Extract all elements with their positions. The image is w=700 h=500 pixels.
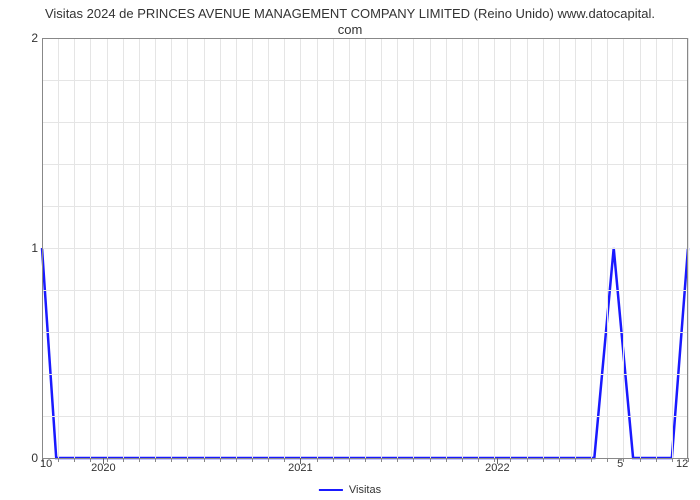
x-minor-tick: [252, 458, 253, 462]
grid-line-vertical: [446, 38, 447, 458]
x-minor-tick: [527, 458, 528, 462]
x-major-tick: [300, 458, 301, 464]
grid-line-vertical: [171, 38, 172, 458]
x-minor-tick: [139, 458, 140, 462]
grid-line-vertical: [349, 38, 350, 458]
grid-line-vertical: [640, 38, 641, 458]
grid-line-vertical: [365, 38, 366, 458]
grid-line-vertical: [107, 38, 108, 458]
x-minor-tick: [446, 458, 447, 462]
chart-title: Visitas 2024 de PRINCES AVENUE MANAGEMEN…: [0, 0, 700, 39]
x-minor-tick: [155, 458, 156, 462]
grid-line-vertical: [284, 38, 285, 458]
grid-line-vertical: [510, 38, 511, 458]
grid-line-vertical: [430, 38, 431, 458]
x-minor-tick: [559, 458, 560, 462]
x-major-tick: [103, 458, 104, 464]
axis-border: [687, 38, 688, 458]
x-minor-tick: [591, 458, 592, 462]
x-minor-tick: [510, 458, 511, 462]
x-minor-tick: [575, 458, 576, 462]
chart-container: Visitas 2024 de PRINCES AVENUE MANAGEMEN…: [0, 0, 700, 500]
x-minor-tick: [349, 458, 350, 462]
grid-line-vertical: [139, 38, 140, 458]
x-minor-tick: [123, 458, 124, 462]
grid-line-vertical: [559, 38, 560, 458]
x-minor-tick: [171, 458, 172, 462]
grid-line-vertical: [656, 38, 657, 458]
y-tick-label: 2: [8, 31, 38, 45]
plot-area: [42, 38, 688, 458]
grid-line-vertical: [317, 38, 318, 458]
grid-line-vertical: [252, 38, 253, 458]
x-minor-tick: [607, 458, 608, 462]
x-boundary-start: 10: [40, 458, 52, 470]
grid-line-vertical: [397, 38, 398, 458]
grid-line-vertical: [155, 38, 156, 458]
x-minor-tick: [623, 458, 624, 462]
x-minor-tick: [672, 458, 673, 462]
x-minor-tick: [543, 458, 544, 462]
axis-border: [42, 38, 43, 458]
legend: Visitas: [319, 484, 381, 496]
x-boundary-end: 12: [676, 458, 688, 470]
x-minor-tick: [365, 458, 366, 462]
x-minor-tick: [74, 458, 75, 462]
grid-line-vertical: [623, 38, 624, 458]
title-line1: Visitas 2024 de PRINCES AVENUE MANAGEMEN…: [45, 6, 655, 21]
grid-line-vertical: [413, 38, 414, 458]
grid-line-vertical: [527, 38, 528, 458]
legend-swatch: [319, 489, 343, 491]
grid-line-vertical: [74, 38, 75, 458]
grid-line-vertical: [58, 38, 59, 458]
x-minor-tick: [187, 458, 188, 462]
grid-line-vertical: [607, 38, 608, 458]
grid-line-vertical: [381, 38, 382, 458]
grid-line-vertical: [204, 38, 205, 458]
x-minor-tick: [284, 458, 285, 462]
x-major-tick: [497, 458, 498, 464]
grid-line-vertical: [333, 38, 334, 458]
x-minor-tick: [397, 458, 398, 462]
grid-line-vertical: [462, 38, 463, 458]
grid-line-vertical: [591, 38, 592, 458]
x-minor-tick: [430, 458, 431, 462]
x-minor-tick: [640, 458, 641, 462]
grid-line-vertical: [672, 38, 673, 458]
legend-label: Visitas: [349, 484, 381, 496]
grid-line-vertical: [543, 38, 544, 458]
grid-line-vertical: [575, 38, 576, 458]
x-minor-tick: [656, 458, 657, 462]
y-tick-label: 1: [8, 241, 38, 255]
x-minor-tick: [317, 458, 318, 462]
grid-line-vertical: [688, 38, 689, 458]
grid-line-vertical: [123, 38, 124, 458]
grid-line-vertical: [90, 38, 91, 458]
title-line2: com: [338, 22, 363, 37]
grid-line-vertical: [300, 38, 301, 458]
x-boundary-5: 5: [617, 458, 623, 470]
x-minor-tick: [462, 458, 463, 462]
x-minor-tick: [58, 458, 59, 462]
grid-line-vertical: [187, 38, 188, 458]
grid-line-vertical: [268, 38, 269, 458]
x-minor-tick: [268, 458, 269, 462]
grid-line-vertical: [220, 38, 221, 458]
x-minor-tick: [478, 458, 479, 462]
axis-border: [42, 38, 688, 39]
x-minor-tick: [220, 458, 221, 462]
x-minor-tick: [333, 458, 334, 462]
x-minor-tick: [236, 458, 237, 462]
x-minor-tick: [413, 458, 414, 462]
grid-line-vertical: [494, 38, 495, 458]
y-tick-label: 0: [8, 451, 38, 465]
x-minor-tick: [204, 458, 205, 462]
grid-line-vertical: [478, 38, 479, 458]
x-minor-tick: [381, 458, 382, 462]
grid-line-vertical: [236, 38, 237, 458]
